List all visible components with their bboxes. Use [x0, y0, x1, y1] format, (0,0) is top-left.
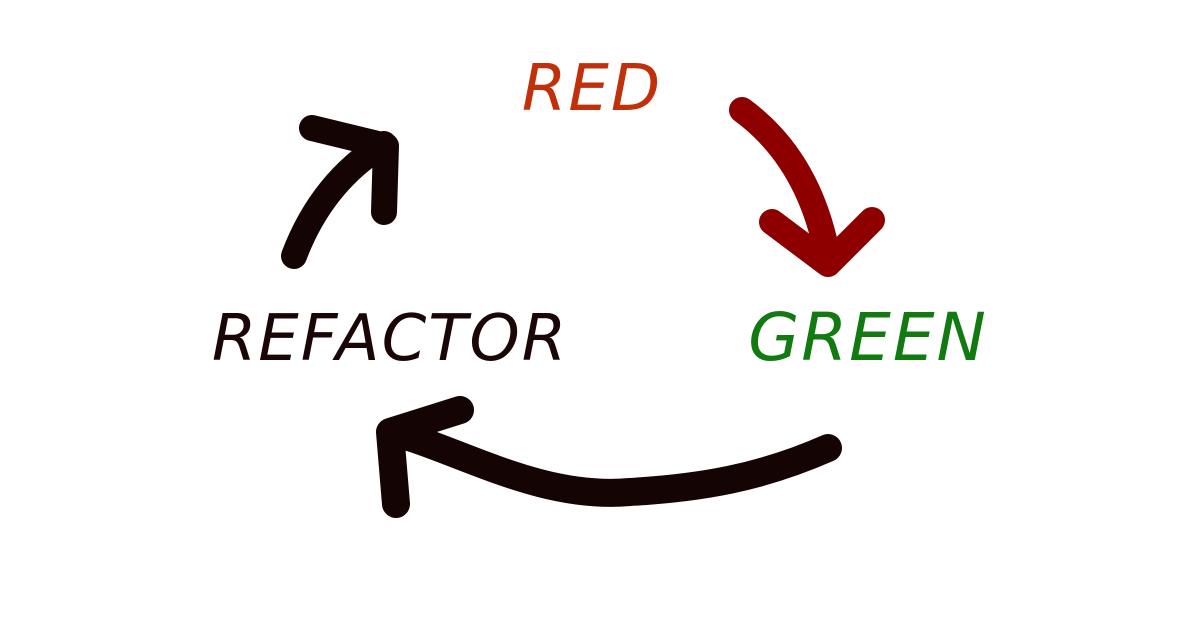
green-to-refactor-arrow — [376, 396, 842, 518]
green-stage-label: GREEN — [748, 299, 988, 376]
red-stage-label: RED — [522, 52, 662, 126]
red-to-green-arrow — [729, 97, 885, 277]
refactor-to-red-arrow — [281, 115, 399, 269]
refactor-stage-label: REFACTOR — [212, 302, 568, 376]
